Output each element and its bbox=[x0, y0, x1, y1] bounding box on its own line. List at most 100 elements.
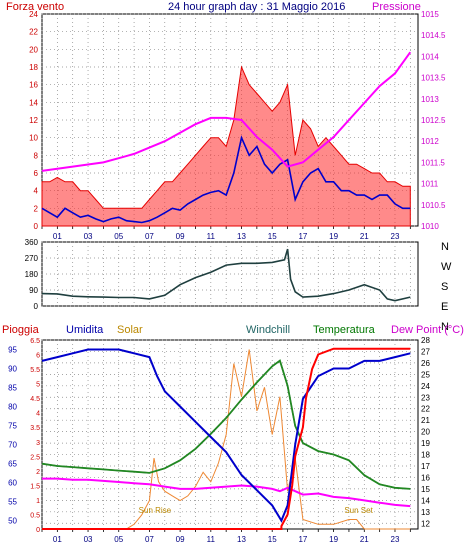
x-tick-label: 03 bbox=[84, 232, 93, 241]
y-left-tick: 22 bbox=[29, 28, 38, 37]
y-left-tick: 14 bbox=[29, 98, 38, 107]
solar-label: Solar bbox=[117, 324, 143, 336]
y-rain-tick: 4.5 bbox=[30, 396, 40, 403]
y-temp-tick: 20 bbox=[421, 428, 430, 437]
y-hum-tick: 55 bbox=[8, 498, 17, 507]
y-rain-tick: 2.5 bbox=[30, 454, 40, 461]
y-right-tick: 1014 bbox=[421, 52, 439, 61]
x-tick-label: 01 bbox=[53, 232, 62, 241]
y-temp-tick: 12 bbox=[421, 519, 430, 528]
y-right-tick: 1010.5 bbox=[421, 201, 446, 210]
x-tick-label: 23 bbox=[391, 232, 400, 241]
x-tick-label: 11 bbox=[207, 535, 216, 544]
y-left-tick: 0 bbox=[34, 222, 39, 231]
y-rain-tick: 2 bbox=[36, 469, 40, 476]
x-tick-label: 05 bbox=[114, 232, 123, 241]
y-temp-tick: 19 bbox=[421, 439, 430, 448]
annotation-sunset: Sun Set bbox=[344, 506, 373, 515]
series-humidity bbox=[41, 348, 411, 523]
x-tick-label: 15 bbox=[268, 535, 277, 544]
series-rain bbox=[42, 347, 411, 530]
y-right-tick: 1011 bbox=[421, 180, 439, 189]
y-hum-tick: 65 bbox=[8, 460, 17, 469]
y-rain-tick: 3 bbox=[36, 440, 40, 447]
y-rain-tick: 5.5 bbox=[30, 367, 40, 374]
y-left-tick: 16 bbox=[29, 81, 38, 90]
x-tick-label: 01 bbox=[53, 535, 62, 544]
annotation-sunrise: Sun Rise bbox=[139, 506, 172, 515]
wind-direction-panel: 0 90 180 270 360 bbox=[25, 238, 419, 311]
y-right-tick: 1011.5 bbox=[421, 158, 445, 167]
y-left-tick: 24 bbox=[29, 10, 38, 19]
dir-label-n-top: N bbox=[441, 241, 449, 253]
rain-humidity-temp-panel: 121314151617181920212223242526272800.511… bbox=[8, 336, 430, 544]
y-hum-tick: 75 bbox=[8, 422, 17, 431]
y-left-tick: 18 bbox=[29, 63, 38, 72]
y-left-tick: 6 bbox=[34, 169, 39, 178]
y-tick: 90 bbox=[29, 286, 38, 295]
y-temp-tick: 24 bbox=[421, 382, 430, 391]
y-left-tick: 4 bbox=[34, 187, 39, 196]
y-right-tick: 1010 bbox=[421, 222, 439, 231]
y-temp-tick: 16 bbox=[421, 473, 430, 482]
y-right-tick: 1013 bbox=[421, 95, 439, 104]
y-right-tick: 1013.5 bbox=[421, 74, 446, 83]
series-dewpoint bbox=[42, 477, 411, 508]
dir-label-w: W bbox=[441, 261, 452, 273]
series-temperature bbox=[41, 359, 411, 490]
y-rain-tick: 0 bbox=[36, 527, 40, 534]
series-wind-direction bbox=[41, 248, 411, 302]
y-rain-tick: 6.5 bbox=[30, 338, 40, 345]
series-gust bbox=[41, 65, 411, 227]
x-tick-label: 19 bbox=[329, 535, 338, 544]
y-temp-tick: 26 bbox=[421, 359, 430, 368]
x-tick-label: 13 bbox=[237, 535, 246, 544]
temperature-label: Temperatura bbox=[313, 324, 376, 336]
wind-force-label: Forza vento bbox=[6, 1, 64, 13]
wind-pressure-panel: 02468101214161820222410101010.510111011.… bbox=[29, 10, 446, 241]
y-temp-tick: 28 bbox=[421, 336, 430, 345]
y-temp-tick: 25 bbox=[421, 370, 430, 379]
y-rain-tick: 1 bbox=[36, 498, 40, 505]
y-tick: 270 bbox=[25, 254, 39, 263]
y-rain-tick: 6 bbox=[36, 353, 40, 360]
rain-label: Pioggia bbox=[2, 324, 40, 336]
y-hum-tick: 60 bbox=[8, 479, 17, 488]
y-temp-tick: 14 bbox=[421, 496, 430, 505]
y-left-tick: 12 bbox=[29, 116, 38, 125]
x-tick-label: 09 bbox=[176, 232, 185, 241]
y-left-tick: 10 bbox=[29, 134, 38, 143]
y-hum-tick: 85 bbox=[8, 384, 17, 393]
y-right-tick: 1012 bbox=[421, 137, 439, 146]
y-left-tick: 2 bbox=[34, 204, 39, 213]
y-right-tick: 1012.5 bbox=[421, 116, 446, 125]
x-tick-label: 07 bbox=[145, 232, 154, 241]
series-pressure bbox=[41, 51, 412, 172]
y-tick: 180 bbox=[25, 270, 39, 279]
dir-label-n-bottom: N bbox=[441, 321, 449, 333]
x-tick-label: 23 bbox=[391, 535, 400, 544]
y-temp-tick: 13 bbox=[421, 508, 430, 517]
y-left-tick: 20 bbox=[29, 45, 38, 54]
y-right-tick: 1015 bbox=[421, 10, 439, 19]
y-temp-tick: 15 bbox=[421, 485, 430, 494]
y-right-tick: 1014.5 bbox=[421, 31, 446, 40]
x-tick-label: 09 bbox=[176, 535, 185, 544]
y-rain-tick: 3.5 bbox=[30, 425, 40, 432]
y-left-tick: 8 bbox=[34, 151, 39, 160]
humidity-label: Umidita bbox=[66, 324, 104, 336]
y-hum-tick: 80 bbox=[8, 403, 17, 412]
windchill-label: Windchill bbox=[246, 324, 290, 336]
x-tick-label: 13 bbox=[237, 232, 246, 241]
y-rain-tick: 0.5 bbox=[30, 512, 40, 519]
y-temp-tick: 17 bbox=[421, 462, 430, 471]
y-temp-tick: 21 bbox=[421, 416, 430, 425]
y-hum-tick: 95 bbox=[8, 346, 17, 355]
chart-title: 24 hour graph day : 31 Maggio 2016 bbox=[168, 1, 345, 13]
y-temp-tick: 23 bbox=[421, 393, 430, 402]
pressure-label: Pressione bbox=[372, 1, 421, 13]
x-tick-label: 05 bbox=[114, 535, 123, 544]
y-tick: 360 bbox=[25, 238, 39, 247]
dewpoint-label: Dew Point (°C) bbox=[391, 324, 464, 336]
